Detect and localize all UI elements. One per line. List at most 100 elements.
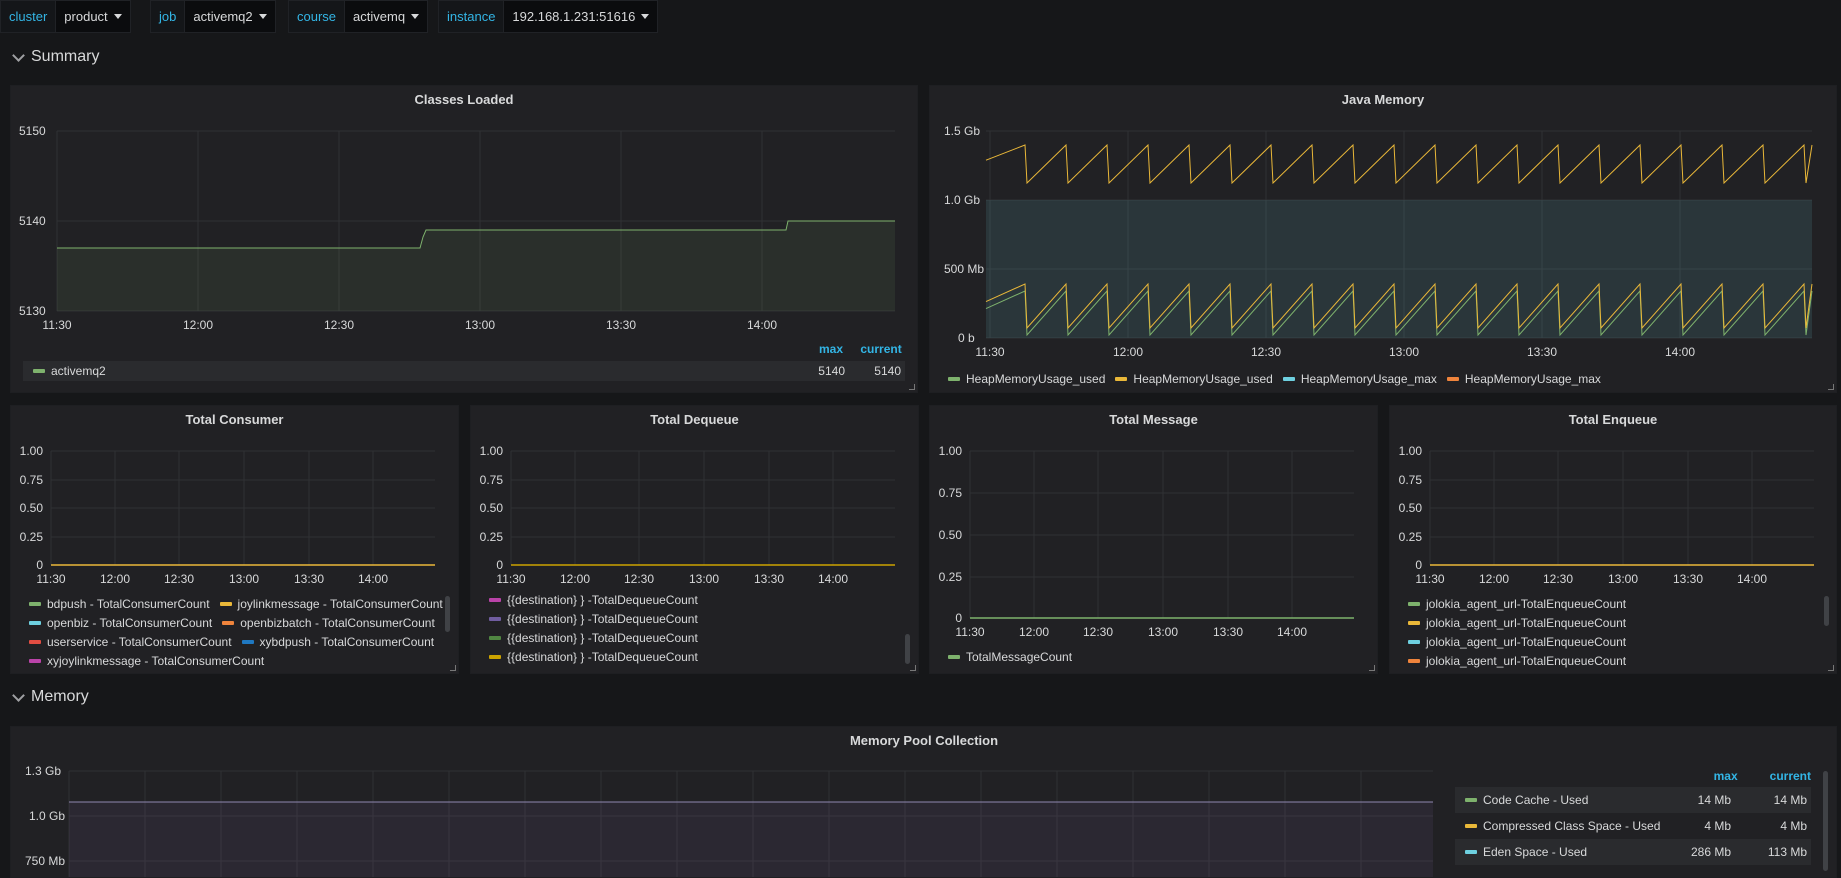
legend-series-name[interactable]: Code Cache - Used <box>1483 793 1589 807</box>
legend-header-current[interactable]: current <box>860 342 902 356</box>
legend-item[interactable]: openbizbatch - TotalConsumerCount <box>222 613 435 632</box>
panel-title[interactable]: Total Enqueue <box>1568 412 1658 427</box>
row-summary[interactable]: Summary <box>12 48 99 66</box>
legend-item[interactable]: bdpush - TotalConsumerCount <box>29 594 210 613</box>
legend-series-name[interactable]: openbiz - TotalConsumerCount <box>47 615 213 630</box>
legend-item[interactable]: TotalMessageCount <box>948 647 1072 666</box>
series-color-swatch[interactable] <box>1408 658 1420 663</box>
legend-item[interactable]: jolokia_agent_url-TotalEnqueueCount <box>1408 632 1808 651</box>
legend-item[interactable]: {{destination} } -TotalDequeueCount <box>489 647 889 666</box>
panel-title-text[interactable]: Memory Pool Collection <box>849 733 999 748</box>
resize-handle-icon[interactable] <box>1828 665 1834 671</box>
series-color-swatch[interactable] <box>1282 376 1295 381</box>
legend-scrollbar[interactable] <box>905 634 910 664</box>
panel-title[interactable]: Java Memory <box>1341 92 1425 107</box>
legend-series-name[interactable]: xybdpush - TotalConsumerCount <box>259 634 435 649</box>
legend-series-name[interactable]: HeapMemoryUsage_max <box>1300 371 1437 386</box>
legend-series-name[interactable]: Compressed Class Space - Used <box>1483 819 1661 833</box>
instance-dropdown[interactable]: 192.168.1.231:51616 <box>504 0 659 33</box>
legend-series-name[interactable]: jolokia_agent_url-TotalEnqueueCount <box>1426 653 1627 668</box>
legend-series-name[interactable]: {{destination} } -TotalDequeueCount <box>507 592 698 607</box>
panel-title[interactable]: Total Dequeue <box>650 412 739 427</box>
legend-item[interactable]: xyjoylinkmessage - TotalConsumerCount <box>29 651 264 670</box>
legend-item[interactable]: HeapMemoryUsage_used <box>948 369 1105 388</box>
series-color-swatch[interactable] <box>1115 376 1128 381</box>
legend-series-name[interactable]: jolokia_agent_url-TotalEnqueueCount <box>1426 615 1627 630</box>
series-color-swatch[interactable] <box>1408 620 1420 625</box>
series-color-swatch[interactable] <box>489 654 501 659</box>
legend-series-name[interactable]: jolokia_agent_url-TotalEnqueueCount <box>1426 634 1627 649</box>
job-dropdown[interactable]: activemq2 <box>185 0 276 33</box>
legend-scrollbar[interactable] <box>1823 771 1828 871</box>
series-color-swatch[interactable] <box>489 635 501 640</box>
series-color-swatch[interactable] <box>1465 798 1477 802</box>
legend-item[interactable]: jolokia_agent_url-TotalEnqueueCount <box>1408 594 1808 613</box>
legend-item[interactable]: jolokia_agent_url-TotalEnqueueCount <box>1408 651 1808 670</box>
legend-header-max[interactable]: max <box>1713 769 1738 783</box>
legend-item[interactable]: xybdpush - TotalConsumerCount <box>241 632 435 651</box>
legend-series-name[interactable]: {{destination} } -TotalDequeueCount <box>507 611 698 626</box>
series-color-swatch[interactable] <box>948 654 960 659</box>
legend-series-name[interactable]: bdpush - TotalConsumerCount <box>47 596 210 611</box>
series-color-swatch[interactable] <box>489 616 501 621</box>
legend-scrollbar[interactable] <box>1824 596 1829 626</box>
panel-title[interactable]: Total Consumer <box>185 412 284 427</box>
panel-title[interactable]: Classes Loaded <box>414 92 514 107</box>
series-color-swatch[interactable] <box>489 597 501 602</box>
legend-item[interactable]: {{destination} } -TotalDequeueCount <box>489 590 889 609</box>
legend-series-name[interactable]: TotalMessageCount <box>966 649 1073 664</box>
legend-item[interactable]: HeapMemoryUsage_used <box>1115 369 1273 388</box>
legend-item[interactable]: HeapMemoryUsage_max <box>1282 369 1437 388</box>
legend-series-name[interactable]: userservice - TotalConsumerCount <box>47 634 232 649</box>
x-tick: 12:30 <box>1251 345 1281 359</box>
series-color-swatch[interactable] <box>219 601 232 606</box>
legend-series-name[interactable]: jolokia_agent_url-TotalEnqueueCount <box>1426 596 1627 611</box>
legend-item[interactable]: HeapMemoryUsage_max <box>1446 369 1601 388</box>
row-memory[interactable]: Memory <box>12 688 89 706</box>
legend-series-name[interactable]: {{destination} } -TotalDequeueCount <box>507 630 698 645</box>
legend-series-name[interactable]: openbizbatch - TotalConsumerCount <box>240 615 435 630</box>
series-color-swatch[interactable] <box>948 376 960 381</box>
legend-series-name[interactable]: {{destination} } -TotalDequeueCount <box>507 649 698 664</box>
series-color-swatch[interactable] <box>241 639 254 644</box>
legend-header-max[interactable]: max <box>819 342 844 356</box>
legend-item[interactable]: userservice - TotalConsumerCount <box>29 632 232 651</box>
cluster-dropdown[interactable]: product <box>56 0 131 33</box>
series-color-swatch[interactable] <box>1465 824 1477 828</box>
legend-item[interactable]: {{destination} } -TotalDequeueCount <box>489 609 889 628</box>
resize-handle-icon[interactable] <box>910 665 916 671</box>
resize-handle-icon[interactable] <box>450 665 456 671</box>
series-color-swatch[interactable] <box>1408 639 1420 644</box>
legend-item[interactable]: joylinkmessage - TotalConsumerCount <box>219 594 443 613</box>
series-color-swatch[interactable] <box>29 620 41 625</box>
legend-series-name[interactable]: activemq2 <box>51 364 106 378</box>
legend-series-name[interactable]: xyjoylinkmessage - TotalConsumerCount <box>47 653 265 668</box>
resize-handle-icon[interactable] <box>1828 384 1834 390</box>
legend-row[interactable]: Compressed Class Space - Used 4 Mb 4 Mb <box>1455 813 1811 839</box>
series-color-swatch[interactable] <box>29 658 41 663</box>
series-color-swatch[interactable] <box>33 369 45 373</box>
legend-item[interactable]: openbiz - TotalConsumerCount <box>29 613 212 632</box>
panel-title[interactable]: Total Message <box>1109 412 1198 427</box>
legend-item[interactable]: {{destination} } -TotalDequeueCount <box>489 628 889 647</box>
legend-series-name[interactable]: HeapMemoryUsage_used <box>1133 371 1273 386</box>
resize-handle-icon[interactable] <box>1369 665 1375 671</box>
resize-handle-icon[interactable] <box>909 384 915 390</box>
legend-row[interactable]: activemq2 5140 5140 <box>23 361 905 381</box>
series-color-swatch[interactable] <box>1408 601 1420 606</box>
legend-series-name[interactable]: joylinkmessage - TotalConsumerCount <box>237 596 443 611</box>
legend-scrollbar[interactable] <box>445 596 450 632</box>
series-color-swatch[interactable] <box>1446 376 1459 381</box>
legend-row[interactable]: Eden Space - Used 286 Mb 113 Mb <box>1455 839 1811 865</box>
legend-item[interactable]: jolokia_agent_url-TotalEnqueueCount <box>1408 613 1808 632</box>
series-color-swatch[interactable] <box>29 639 41 644</box>
legend-series-name[interactable]: HeapMemoryUsage_max <box>1464 371 1601 386</box>
legend-series-name[interactable]: Eden Space - Used <box>1483 845 1588 859</box>
course-dropdown[interactable]: activemq <box>345 0 429 33</box>
legend-header-current[interactable]: current <box>1769 769 1811 783</box>
series-color-swatch[interactable] <box>1465 850 1477 854</box>
series-color-swatch[interactable] <box>222 620 235 625</box>
series-color-swatch[interactable] <box>29 601 41 606</box>
legend-row[interactable]: Code Cache - Used 14 Mb 14 Mb <box>1455 787 1811 813</box>
legend-series-name[interactable]: HeapMemoryUsage_used <box>966 371 1106 386</box>
